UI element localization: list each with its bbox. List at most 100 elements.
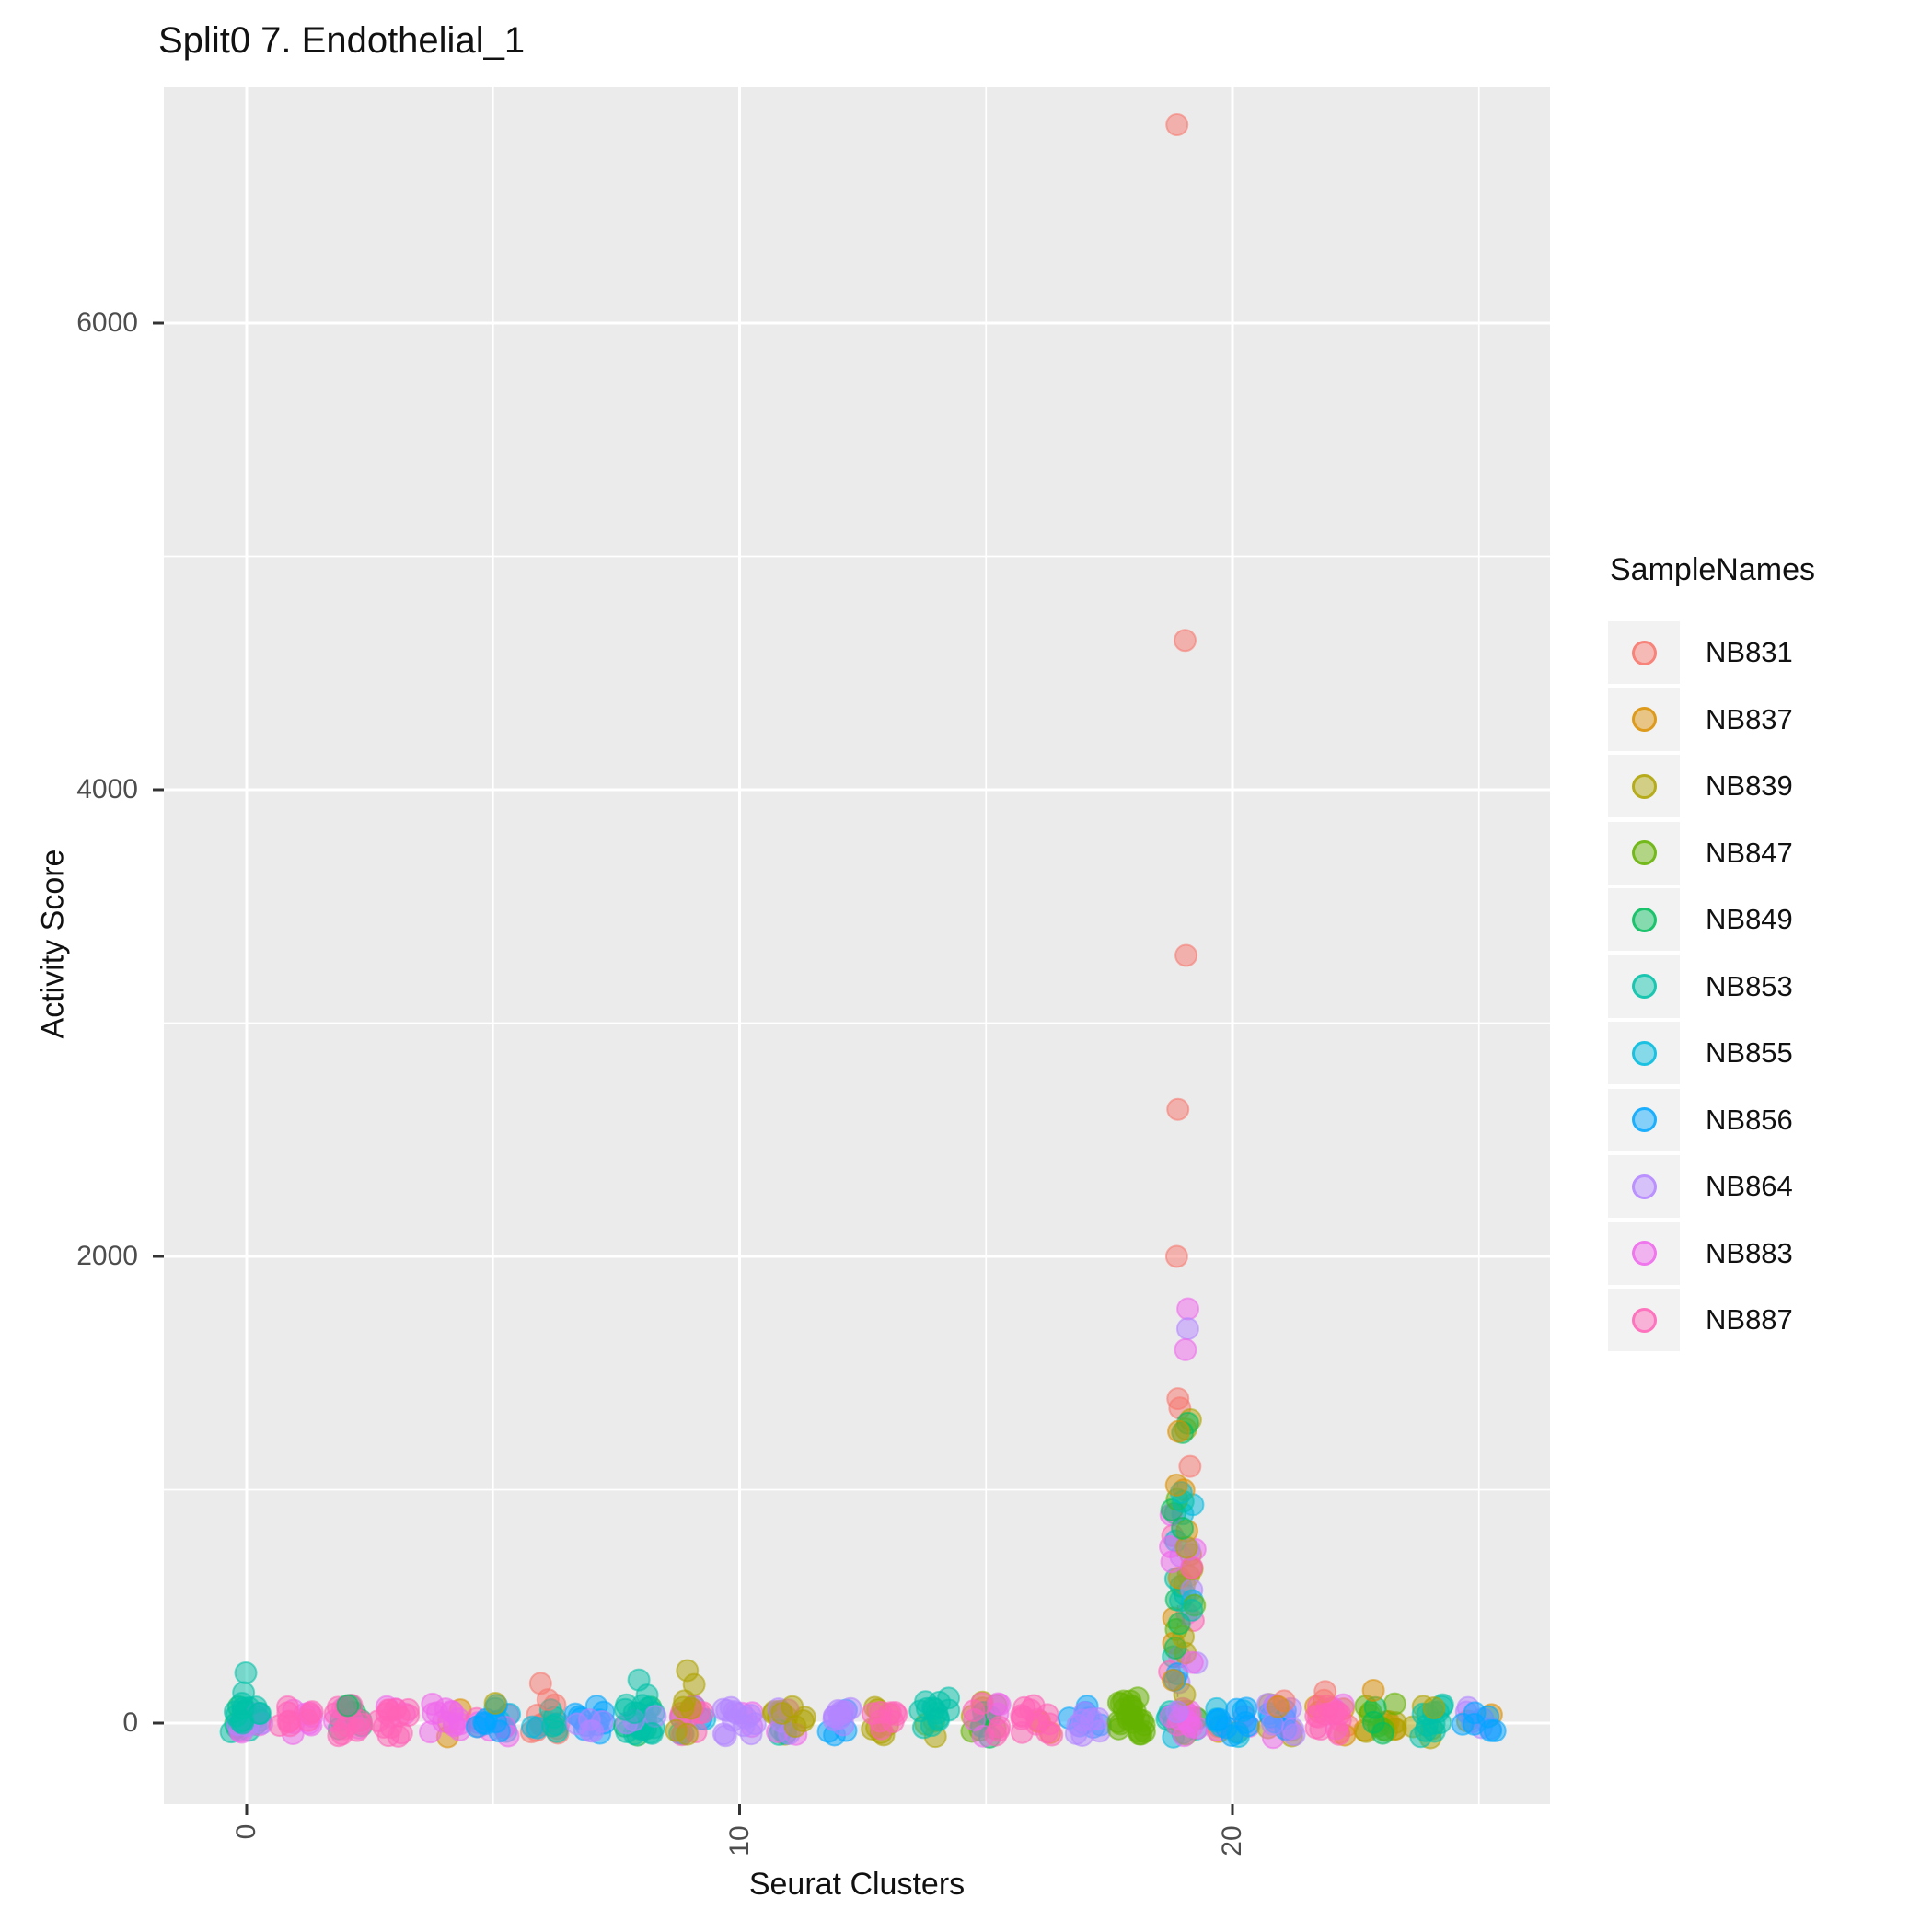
data-point-outlier <box>1166 1097 1190 1121</box>
legend-dot-icon <box>1631 773 1657 799</box>
data-point-outlier <box>1174 629 1197 653</box>
x-axis-title: Seurat Clusters <box>748 1867 966 1902</box>
data-point <box>822 1705 846 1729</box>
data-point-outlier <box>1422 1696 1446 1720</box>
legend-item: NB855 <box>1608 1022 1815 1084</box>
legend-dot-icon <box>1631 1040 1657 1066</box>
legend-key <box>1608 1221 1680 1285</box>
legend-dot-icon <box>1631 1241 1657 1266</box>
data-point <box>421 1692 445 1716</box>
data-point-outlier <box>673 1689 697 1713</box>
legend-key <box>1608 954 1680 1018</box>
legend-label: NB856 <box>1706 1103 1793 1136</box>
legend-key <box>1608 821 1680 885</box>
data-point <box>1025 1707 1049 1731</box>
legend-key <box>1608 688 1680 751</box>
legend-rows: NB831 NB837 NB839 NB847 NB849 NB853 NB855 NB856… <box>1608 621 1815 1351</box>
data-point <box>1483 1718 1507 1742</box>
legend-item: NB856 <box>1608 1088 1815 1151</box>
data-point <box>927 1708 951 1732</box>
y-tick-label: 6000 <box>76 307 138 338</box>
data-point-outlier <box>1175 1317 1199 1341</box>
data-point-outlier <box>1167 1419 1191 1443</box>
data-point-column <box>1180 1598 1204 1622</box>
data-point-column <box>1160 1550 1184 1574</box>
legend-label: NB837 <box>1706 702 1793 735</box>
data-point-outlier <box>1164 1473 1188 1497</box>
legend-dot-icon <box>1631 707 1657 732</box>
legend-label: NB831 <box>1706 636 1793 668</box>
data-point-outlier <box>635 1683 659 1707</box>
legend: SampleNames NB831 NB837 NB839 NB847 NB849 NB8… <box>1608 552 1815 1356</box>
data-point <box>613 1697 637 1721</box>
data-point <box>387 1704 411 1728</box>
data-point <box>970 1692 994 1716</box>
data-point <box>1382 1692 1406 1716</box>
data-point <box>1126 1686 1150 1710</box>
data-point-column <box>1179 1556 1203 1579</box>
data-point-outlier <box>1361 1679 1385 1703</box>
legend-label: NB853 <box>1706 969 1793 1002</box>
y-axis-title: Activity Score <box>35 849 71 1039</box>
legend-item: NB883 <box>1608 1221 1815 1285</box>
legend-key <box>1608 1088 1680 1151</box>
data-point <box>442 1712 466 1736</box>
data-point <box>640 1721 664 1745</box>
data-point <box>1463 1712 1487 1736</box>
legend-dot-icon <box>1631 1107 1657 1132</box>
legend-label: NB864 <box>1706 1170 1793 1202</box>
legend-dot-icon <box>1631 1174 1657 1199</box>
data-point <box>988 1715 1012 1739</box>
legend-item: NB831 <box>1608 621 1815 684</box>
data-point <box>520 1715 544 1739</box>
data-point <box>719 1695 743 1719</box>
data-point <box>1234 1696 1258 1720</box>
data-point <box>1282 1723 1306 1747</box>
legend-key <box>1608 888 1680 951</box>
data-point <box>1086 1706 1110 1730</box>
x-tick-label: 10 <box>723 1825 755 1857</box>
legend-label: NB839 <box>1706 769 1793 802</box>
data-point-outlier <box>1174 1337 1197 1361</box>
panel-background <box>164 87 1550 1804</box>
legend-key <box>1608 1155 1680 1218</box>
legend-label: NB847 <box>1706 836 1793 869</box>
data-point-outlier <box>1174 943 1198 967</box>
data-point-column <box>1165 1700 1189 1724</box>
legend-dot-icon <box>1631 640 1657 665</box>
data-point <box>665 1718 688 1742</box>
data-point <box>1128 1722 1151 1746</box>
data-point-outlier <box>536 1688 560 1712</box>
legend-item: NB853 <box>1608 954 1815 1018</box>
data-point-outlier <box>1178 1454 1202 1478</box>
x-tick-label: 20 <box>1217 1825 1247 1857</box>
y-tick-label: 2000 <box>76 1241 138 1271</box>
data-point <box>868 1709 892 1733</box>
legend-dot-icon <box>1631 1307 1657 1333</box>
data-point <box>1040 1723 1064 1747</box>
legend-dot-icon <box>1631 907 1657 932</box>
data-point-outlier <box>483 1691 507 1715</box>
legend-label: NB887 <box>1706 1303 1793 1336</box>
data-point <box>1070 1723 1094 1747</box>
legend-key <box>1608 1289 1680 1351</box>
data-point-outlier <box>234 1660 258 1684</box>
legend-item: NB837 <box>1608 688 1815 751</box>
legend-key <box>1608 1022 1680 1084</box>
legend-item: NB839 <box>1608 755 1815 817</box>
legend-item: NB864 <box>1608 1155 1815 1218</box>
y-tick-label: 0 <box>122 1707 138 1738</box>
legend-label: NB883 <box>1706 1236 1793 1269</box>
data-point-outlier <box>336 1694 360 1718</box>
y-tick-label: 4000 <box>76 774 138 804</box>
data-point-outlier <box>1164 1244 1188 1268</box>
chart-title: Split0 7. Endothelial_1 <box>158 20 526 61</box>
data-point-column <box>1162 1668 1186 1692</box>
data-point <box>739 1722 763 1746</box>
x-tick-label: 0 <box>231 1823 261 1840</box>
data-point <box>300 1700 324 1724</box>
data-point <box>1214 1716 1238 1740</box>
legend-title: SampleNames <box>1610 552 1815 587</box>
